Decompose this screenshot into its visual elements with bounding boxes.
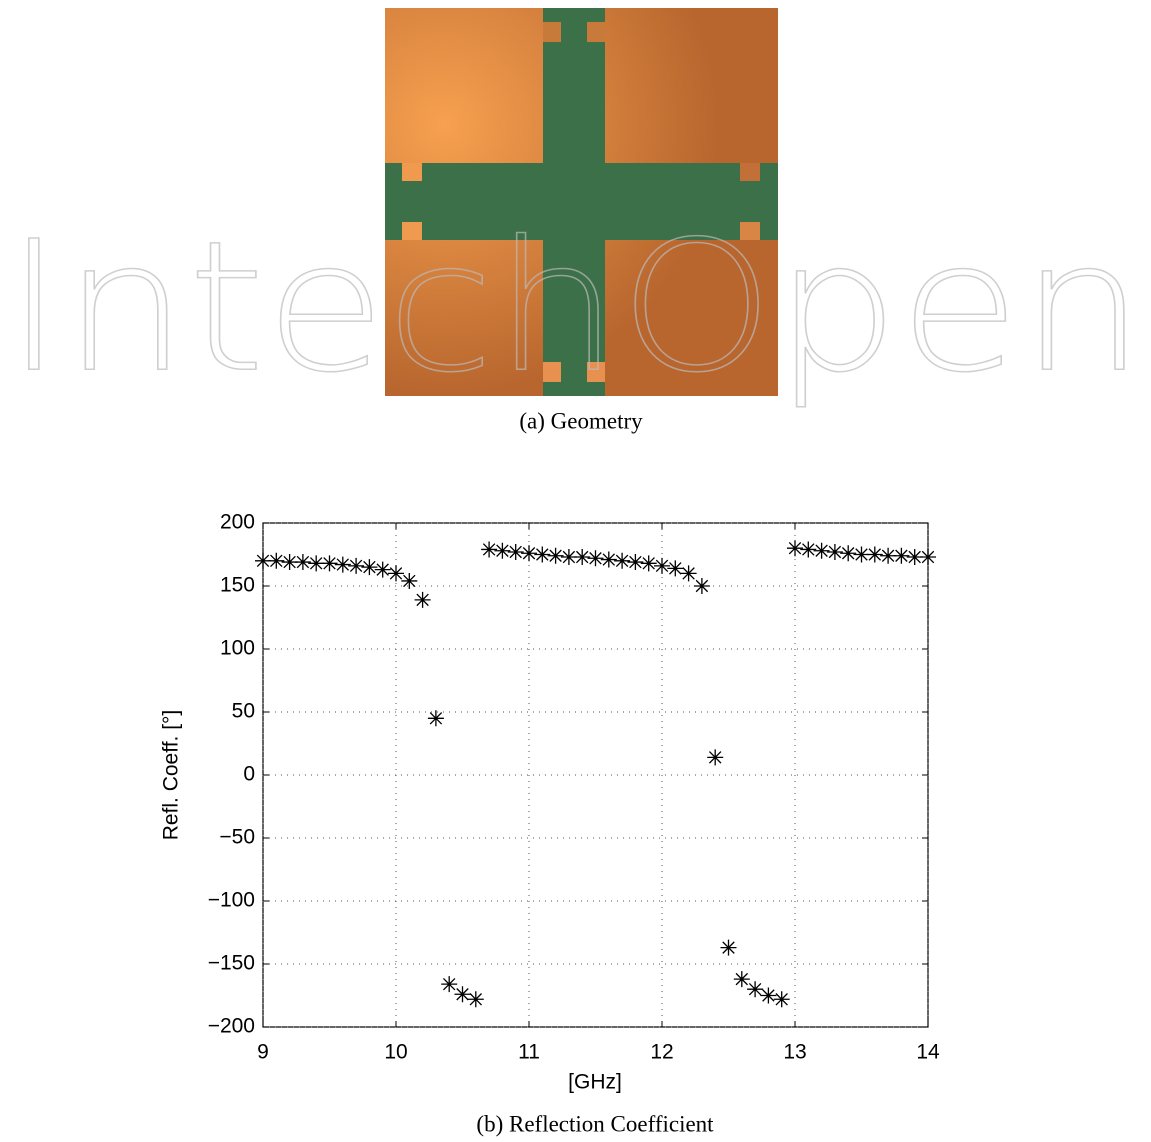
caption: (a) Geometry — [519, 408, 643, 433]
data-point — [773, 991, 790, 1008]
data-point — [760, 987, 777, 1004]
data-point — [880, 547, 897, 564]
data-point — [281, 554, 298, 571]
data-point — [733, 971, 750, 988]
data-point — [454, 986, 471, 1003]
watermark: IntechOpen — [5, 203, 1145, 412]
data-point — [640, 555, 657, 572]
data-point — [587, 550, 604, 567]
y-tick-label: −100 — [208, 889, 255, 912]
data-point — [600, 551, 617, 568]
x-tick-label: 11 — [518, 1041, 540, 1064]
y-tick-label: −150 — [208, 952, 255, 975]
y-tick-label: 0 — [243, 763, 255, 786]
data-point — [654, 557, 670, 574]
data-point — [574, 549, 591, 566]
data-point — [361, 559, 378, 576]
data-point — [627, 554, 644, 571]
data-point — [667, 560, 684, 577]
data-point — [427, 710, 444, 727]
data-point — [481, 541, 498, 558]
data-point — [388, 565, 404, 582]
x-tick-label: 13 — [783, 1041, 806, 1064]
data-point — [268, 552, 285, 569]
data-point — [547, 547, 564, 564]
y-tick-label: 200 — [220, 511, 255, 534]
x-tick-label: 9 — [257, 1041, 269, 1064]
data-point — [334, 556, 351, 573]
data-point — [840, 545, 857, 562]
data-point — [560, 549, 577, 566]
data-point — [707, 749, 724, 766]
y-axis-label: Refl. Coeff. [°] — [160, 710, 183, 841]
data-point — [321, 555, 338, 572]
data-point — [348, 557, 365, 574]
data-point — [680, 565, 697, 582]
data-point — [494, 542, 511, 559]
data-point — [787, 540, 803, 557]
data-point — [826, 543, 843, 560]
y-tick-label: −50 — [219, 826, 255, 849]
x-tick-label: 10 — [384, 1041, 407, 1064]
geometry-image — [385, 8, 778, 396]
caption: (b) Reflection Coefficient — [476, 1111, 714, 1136]
data-point — [920, 549, 936, 566]
data-point — [800, 541, 817, 558]
data-point — [521, 545, 537, 562]
data-point — [255, 552, 271, 569]
x-tick-label: 14 — [916, 1041, 940, 1064]
y-tick-label: 100 — [220, 637, 255, 660]
data-point — [401, 572, 418, 589]
y-tick-label: 50 — [232, 700, 255, 723]
data-point — [720, 939, 737, 956]
data-point — [441, 976, 458, 993]
data-point — [893, 547, 910, 564]
data-point — [866, 546, 883, 563]
data-point — [813, 542, 830, 559]
y-tick-label: −200 — [208, 1015, 255, 1038]
data-point — [906, 549, 923, 566]
data-point — [374, 561, 391, 578]
data-point — [693, 578, 710, 594]
x-axis-label: [GHz] — [568, 1071, 622, 1094]
data-point — [308, 555, 325, 572]
x-tick-label: 12 — [650, 1041, 673, 1064]
data-point — [853, 546, 870, 563]
data-point — [747, 981, 764, 998]
data-point — [614, 552, 631, 569]
plot-frame — [262, 522, 929, 1028]
data-point — [294, 554, 311, 571]
data-point — [467, 991, 484, 1008]
data-point — [414, 591, 431, 608]
data-point — [507, 543, 524, 560]
data-point — [534, 546, 551, 563]
y-tick-label: 150 — [220, 574, 255, 597]
